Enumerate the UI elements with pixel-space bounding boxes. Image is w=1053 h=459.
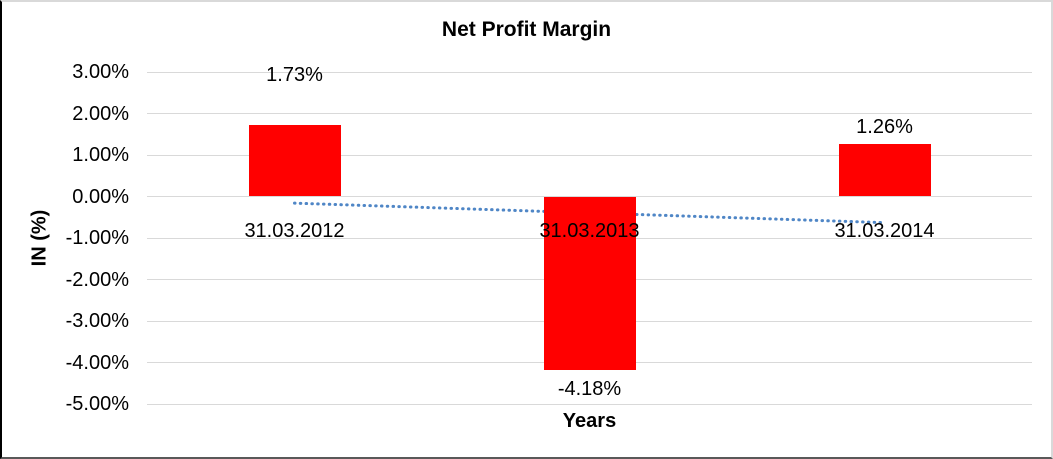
y-tick-label: -1.00% xyxy=(65,227,129,249)
y-tick-label: 0.00% xyxy=(72,185,129,208)
y-tick-label: 1.00% xyxy=(72,144,129,166)
gridline xyxy=(147,154,1032,156)
x-category-label: 31.03.2012 xyxy=(244,219,345,242)
data-label: 1.73% xyxy=(266,63,323,86)
data-label: 1.26% xyxy=(856,116,913,139)
y-tick-label: -3.00% xyxy=(65,310,129,332)
x-category-label: 31.03.2014 xyxy=(834,219,935,242)
y-tick-label: -5.00% xyxy=(65,393,129,415)
x-category-label: 31.03.2013 xyxy=(539,219,640,242)
y-tick-label: -4.00% xyxy=(65,351,129,374)
gridline xyxy=(147,403,1032,405)
y-tick-label: -2.00% xyxy=(65,268,129,291)
x-axis-title: Years xyxy=(562,410,617,432)
bar-31.03.2013 xyxy=(543,196,636,370)
gridline xyxy=(147,71,1032,73)
y-tick-label: 2.00% xyxy=(72,102,129,125)
chart-title: Net Profit Margin xyxy=(441,18,612,41)
y-tick-label: 3.00% xyxy=(72,61,129,83)
bar-31.03.2014 xyxy=(838,144,931,197)
bar-31.03.2012 xyxy=(248,124,341,197)
gridline xyxy=(147,113,1032,114)
data-label: -4.18% xyxy=(557,377,622,400)
